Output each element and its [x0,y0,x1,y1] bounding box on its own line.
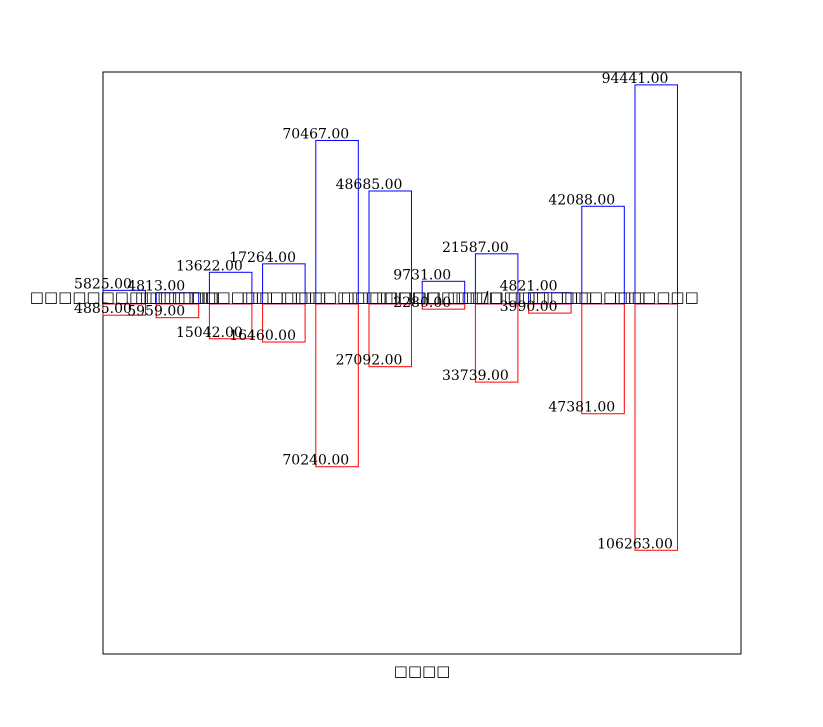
value-label: 21587.00 [442,240,509,256]
bar [368,190,412,305]
value-label: 5959.00 [127,304,185,320]
value-label: 70240.00 [282,453,349,469]
bar [368,303,412,368]
x-tick-label: □□□□□□ [135,288,220,306]
value-label: 17264.00 [229,250,296,266]
x-tick-label: □□□□□□ [188,288,273,306]
bar [528,303,572,314]
value-label: 4885.00 [74,301,132,317]
bar [102,303,146,316]
bar [315,303,359,468]
value-label: 3990.00 [500,299,558,315]
x-tick-label: □□□□□□□/□ [384,288,502,306]
value-label: 106263.00 [597,536,673,552]
value-label: 13622.00 [176,258,243,274]
x-axis-label: □□□□ [394,662,451,680]
x-tick-label: □□□□□□ [507,288,592,306]
x-tick-label: □□□□□□□ [447,288,546,306]
x-tick-label: □□□□□□ [614,288,699,306]
bar [155,303,200,319]
value-label: 9731.00 [393,267,451,283]
value-label: 48685.00 [336,177,403,193]
bar [315,139,359,305]
bar [208,303,253,340]
x-tick-label: □□□□□□ [561,288,646,306]
value-label: 4821.00 [500,279,558,295]
plot-frame [102,71,742,655]
bar [262,303,306,343]
value-label: 33739.00 [442,368,509,384]
x-tick-label: □□□□□□□ [341,288,440,306]
value-label: 42088.00 [548,192,615,208]
x-tick-label: □□□□□□□□ [280,288,393,306]
value-label: 16460.00 [229,328,296,344]
bar [581,303,625,415]
value-label: 47381.00 [548,400,615,416]
value-label: 4813.00 [127,279,185,295]
value-label: 27092.00 [336,353,403,369]
x-tick-label: □□□□□□ [241,288,326,306]
value-label: 15042.00 [176,325,243,341]
x-tick-label: □□□□□□□□□□□ □□ [30,288,219,306]
value-label: 70467.00 [282,126,349,142]
bar [634,303,678,551]
bar [634,84,678,305]
value-label: 5825.00 [74,276,132,292]
value-label: 94441.00 [602,71,669,87]
bar [474,303,519,383]
bar [421,303,466,310]
value-label: 2280.00 [393,295,451,311]
